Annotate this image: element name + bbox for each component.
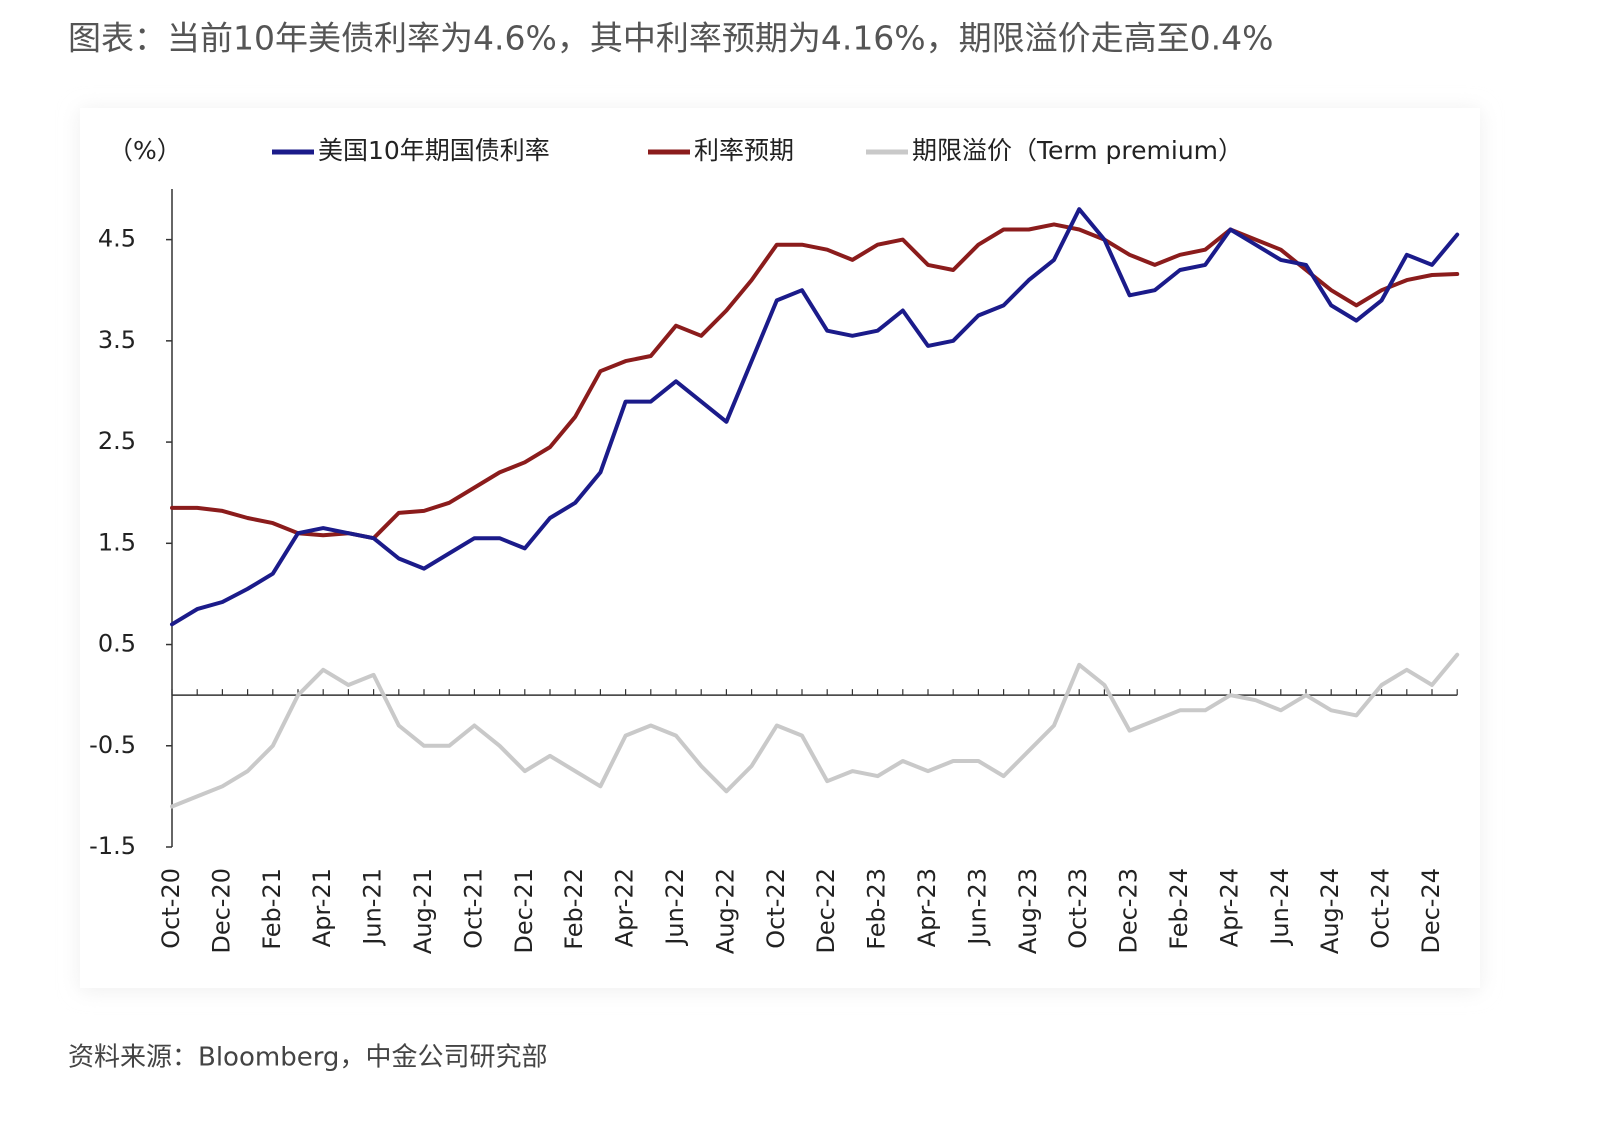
x-tick-label: Dec-22	[812, 868, 840, 954]
x-tick-label: Oct-23	[1064, 868, 1092, 949]
series-line	[170, 207, 1460, 627]
x-tick-label: Oct-20	[157, 868, 185, 949]
y-tick-label: -1.5	[89, 832, 136, 860]
x-tick-label: Apr-21	[308, 868, 336, 947]
x-tick-label: Jun-22	[661, 868, 689, 947]
y-tick-label: 2.5	[98, 427, 136, 455]
x-tick-label: Dec-24	[1417, 868, 1445, 954]
y-tick-label: 0.5	[98, 630, 136, 658]
x-tick-label: Aug-22	[711, 868, 739, 954]
x-tick-label: Aug-23	[1014, 868, 1042, 954]
y-unit: （%）	[108, 136, 182, 165]
x-tick-label: Jun-24	[1266, 868, 1294, 947]
chart-card	[80, 108, 1480, 988]
y-tick-label: 4.5	[98, 225, 136, 253]
x-tick-label: Aug-24	[1316, 868, 1344, 954]
x-tick-label: Aug-21	[409, 868, 437, 954]
x-tick-label: Jun-23	[963, 868, 991, 947]
x-tick-label: Dec-20	[207, 868, 235, 954]
source-note: 资料来源：Bloomberg，中金公司研究部	[68, 1043, 547, 1073]
x-tick-label: Apr-24	[1215, 868, 1243, 947]
legend-label: 利率预期	[694, 136, 794, 165]
x-tick-label: Oct-24	[1367, 868, 1395, 949]
y-tick-label: 3.5	[98, 326, 136, 354]
x-tick-label: Oct-22	[762, 868, 790, 949]
x-tick-label: Oct-21	[459, 868, 487, 949]
x-tick-label: Jun-21	[359, 868, 387, 947]
x-tick-label: Dec-23	[1115, 868, 1143, 954]
legend-label: 美国10年期国债利率	[318, 136, 550, 165]
y-tick-label: 1.5	[98, 528, 136, 556]
x-tick-label: Feb-21	[258, 868, 286, 950]
legend-label: 期限溢价（Term premium）	[912, 136, 1243, 165]
x-tick-label: Dec-21	[510, 868, 538, 954]
page-title: 图表：当前10年美债利率为4.6%，其中利率预期为4.16%，期限溢价走高至0.…	[68, 19, 1274, 58]
x-tick-label: Feb-22	[560, 868, 588, 950]
x-tick-label: Feb-24	[1165, 868, 1193, 950]
series-line	[170, 652, 1460, 809]
series-line	[170, 222, 1460, 541]
x-tick-label: Feb-23	[863, 868, 891, 950]
x-tick-label: Apr-23	[913, 868, 941, 947]
x-tick-label: Apr-22	[611, 868, 639, 947]
y-tick-label: -0.5	[89, 731, 136, 759]
